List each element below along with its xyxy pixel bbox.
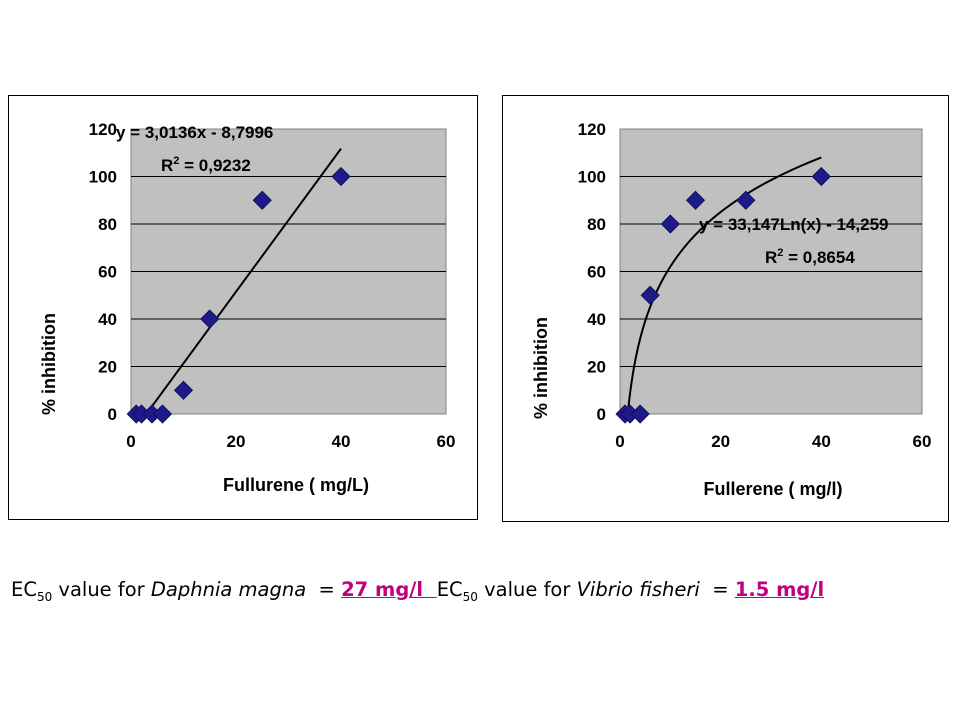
caption-right-middle: value for [477,578,577,601]
caption-right: EC50 value for Vibrio fisheri = 1.5 mg/l [436,578,825,604]
data-point [252,190,272,210]
y-tick-label: 100 [578,168,606,187]
y-axis-title: % inhibition [531,317,551,419]
x-tick-label: 40 [812,432,831,451]
caption-left-middle: value for [52,578,151,601]
data-point [660,214,680,234]
y-tick-label: 20 [98,358,117,377]
data-point [173,380,194,400]
ec50-caption: EC50 value for Daphnia magna = 27 mg/l E… [11,578,951,604]
y-tick-label: 40 [587,310,606,329]
y-tick-label: 80 [98,215,117,234]
r-squared-symbol: R [765,248,777,267]
data-point [736,190,756,210]
x-tick-label: 60 [437,432,456,451]
r-squared-symbol: R [161,156,173,175]
data-point [200,309,220,329]
caption-left-value: 27 mg/l [341,578,437,601]
y-tick-label: 60 [98,263,117,282]
y-tick-label: 40 [98,310,117,329]
x-tick-label: 0 [615,432,624,451]
x-axis-title: Fullurene ( mg/L) [223,475,369,495]
data-point [630,404,650,424]
caption-left: EC50 value for Daphnia magna = 27 mg/l [11,578,437,604]
chart-left-svg: 0 20 40 60 80 100 120 0 20 40 60 Fullurene ( mg/L)%… [39,120,456,495]
x-tick-label: 40 [332,432,351,451]
x-axis-title: Fullerene ( mg/l) [703,479,842,499]
data-point [152,404,173,424]
y-tick-label: 0 [597,405,606,424]
data-point [685,190,706,210]
y-tick-label: 0 [108,405,117,424]
data-point [811,166,831,187]
y-tick-label: 80 [587,215,606,234]
r-squared-exponent: 2 [777,247,783,259]
caption-left-prefix: EC [11,578,37,601]
caption-left-equals: = [306,578,342,601]
x-tick-label: 20 [711,432,730,451]
caption-right-prefix: EC [436,578,463,601]
y-tick-label: 120 [578,120,606,139]
x-tick-label: 60 [913,432,932,451]
data-point [640,285,660,305]
chart-right-svg: 0 20 40 60 80 100 120 0 20 40 60 Fullerene ( mg/l)%… [531,120,932,499]
y-tick-label: 120 [89,120,117,139]
caption-right-equals: = [699,578,735,601]
r-squared-value: = 0,9232 [179,156,250,175]
y-tick-label: 100 [89,168,117,187]
caption-right-sub: 50 [462,589,478,604]
y-tick-label: 60 [587,263,606,282]
r-squared-label: R2 = 0,8654 [765,247,855,267]
trendline [145,148,342,415]
trendline-equation: y = 33,147Ln(x) - 14,259 [699,215,888,234]
chart-right: 0 20 40 60 80 100 120 0 20 40 60 Fullerene ( mg/l)%… [502,95,949,522]
chart-left: 0 20 40 60 80 100 120 0 20 40 60 Fullurene ( mg/L)%… [8,95,478,520]
caption-right-species: Vibrio fisheri [576,578,700,601]
caption-left-species: Daphnia magna [150,578,307,601]
y-axis-title: % inhibition [39,313,59,415]
r-squared-value: = 0,8654 [783,248,855,267]
r-squared-exponent: 2 [173,155,179,167]
trendline-equation: y = 3,0136x - 8,7996 [116,123,273,142]
y-tick-label: 20 [587,358,606,377]
r-squared-label: R2 = 0,9232 [161,155,251,175]
x-tick-label: 20 [227,432,246,451]
data-point [331,166,351,187]
caption-right-value: 1.5 mg/l [734,578,825,601]
caption-left-sub: 50 [36,589,53,604]
x-tick-label: 0 [126,432,135,451]
